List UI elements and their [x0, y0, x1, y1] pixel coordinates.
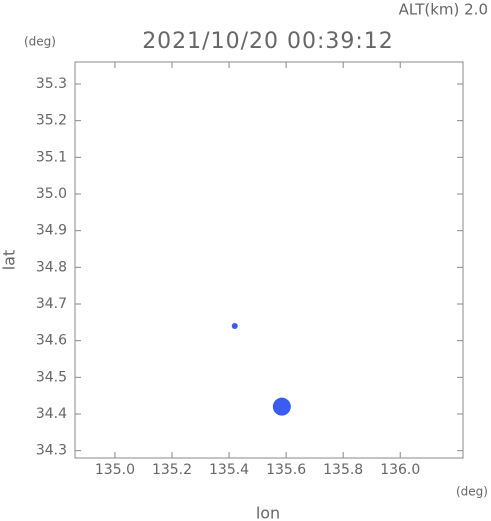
x-unit: (deg)	[456, 485, 488, 499]
x-tick-label: 136.0	[380, 462, 420, 478]
x-tick-label: 135.4	[209, 462, 249, 478]
plot-frame	[74, 61, 464, 459]
y-tick-label: 34.6	[36, 333, 67, 349]
y-tick-label: 34.5	[36, 369, 67, 385]
y-axis-label: lat	[0, 250, 19, 271]
echo-point	[231, 323, 238, 329]
y-tick-label: 35.0	[36, 186, 67, 202]
y-tick-label: 35.3	[36, 76, 67, 92]
echo-point	[272, 397, 291, 416]
x-tick-label: 135.6	[266, 462, 306, 478]
y-tick-label: 34.9	[36, 223, 67, 239]
altitude-annotation: ALT(km) 2.0	[399, 1, 488, 19]
y-tick-label: 35.1	[36, 149, 67, 165]
x-tick-label: 135.2	[152, 462, 192, 478]
y-tick-label: 34.4	[36, 406, 67, 422]
y-unit: (deg)	[24, 35, 56, 49]
chart-title: 2021/10/20 00:39:12	[142, 29, 394, 54]
x-axis-label: lon	[256, 504, 280, 521]
x-tick-label: 135.8	[323, 462, 363, 478]
y-tick-label: 34.8	[36, 259, 67, 275]
y-tick-label: 34.7	[36, 296, 67, 312]
y-tick-label: 35.2	[36, 113, 67, 129]
y-tick-label: 34.3	[36, 443, 67, 459]
x-tick-label: 135.0	[95, 462, 135, 478]
